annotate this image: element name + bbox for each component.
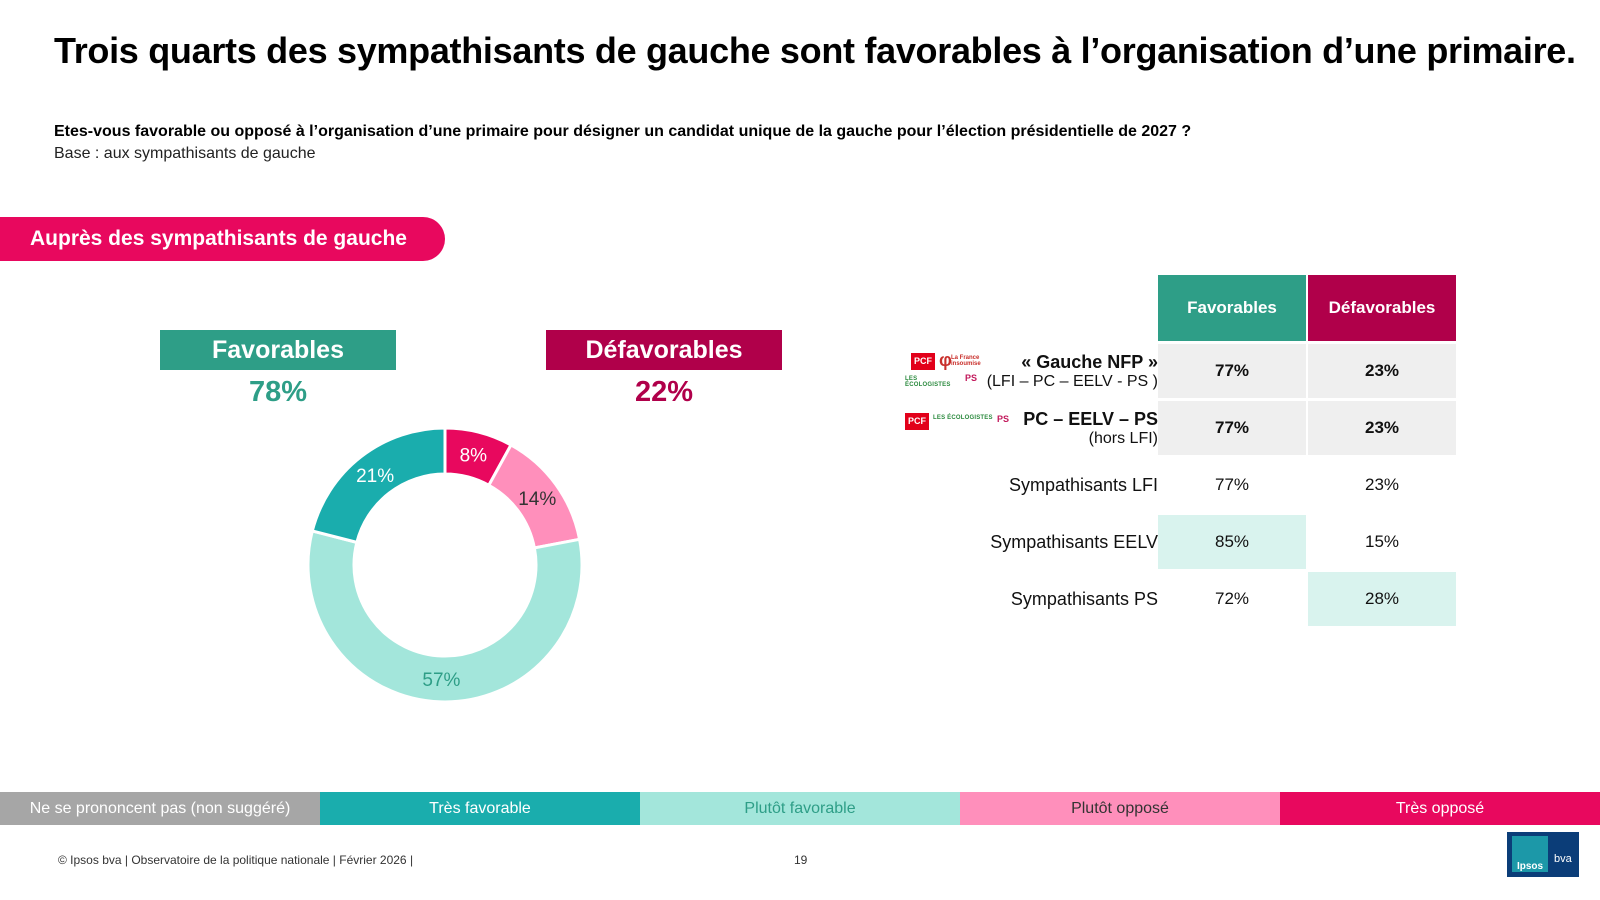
defavorables-header: Défavorables [546, 330, 782, 370]
donut-label-2: 57% [422, 670, 460, 691]
row-label-ps: Sympathisants PS [1010, 589, 1158, 609]
legend-item-tres-oppose: Très opposé [1280, 792, 1600, 825]
cell-pc-eelv-ps-fav: 77% [1158, 401, 1306, 455]
cell-eelv-def: 15% [1364, 532, 1400, 551]
survey-question: Etes-vous favorable ou opposé à l’organi… [54, 123, 1192, 140]
row-label-sub: (hors LFI) [1088, 430, 1158, 447]
legend-item-nsp: Ne se prononcent pas (non suggéré) [0, 792, 320, 825]
brand-ipsos: Ipsos [1512, 836, 1548, 872]
section-tag: Auprès des sympathisants de gauche [0, 217, 445, 261]
cell-ps-fav: 72% [1214, 589, 1250, 608]
pcf-logo: PCF [905, 413, 929, 430]
lfi-logo-text: La France insoumise [951, 355, 981, 367]
ps-logo: PS [997, 414, 1010, 424]
donut-chart: 8% 14% 57% 21% [306, 426, 584, 704]
page-number: 19 [794, 853, 808, 867]
row-nfp-logos: PCF φ La France insoumise LES ÉCOLOGISTE… [905, 351, 985, 391]
legend-label: Plutôt favorable [744, 799, 856, 817]
donut-label-3: 21% [356, 466, 394, 487]
ipsos-bva-logo: Ipsos bva [1507, 832, 1579, 877]
cell-pc-eelv-ps-def: 23% [1308, 401, 1456, 455]
row-label-eelv: Sympathisants EELV [990, 532, 1158, 552]
legend-label: Ne se prononcent pas (non suggéré) [29, 799, 291, 817]
survey-base: Base : aux sympathisants de gauche [54, 145, 316, 162]
brand-bva: bva [1554, 853, 1572, 865]
favorables-header: Favorables [160, 330, 396, 370]
donut-slice-3 [310, 426, 447, 545]
row-label-lfi: Sympathisants LFI [1008, 475, 1158, 495]
legend-bar: Ne se prononcent pas (non suggéré) Très … [0, 792, 1600, 825]
donut-label-1: 14% [518, 489, 556, 510]
row-label-main: PC – EELV – PS [1023, 409, 1158, 429]
defavorables-total: 22% [634, 376, 694, 408]
ecologistes-logo: LES ÉCOLOGISTES [905, 376, 951, 388]
cell-ps-def: 28% [1308, 572, 1456, 626]
legend-item-plutot-favorable: Plutôt favorable [640, 792, 960, 825]
page-title: Trois quarts des sympathisants de gauche… [54, 30, 1576, 71]
row-label-sub: (LFI – PC – EELV - PS ) [986, 373, 1158, 390]
cell-lfi-fav: 77% [1214, 475, 1250, 494]
cell-lfi-def: 23% [1364, 475, 1400, 494]
donut-label-0: 8% [460, 446, 488, 467]
donut-slice-2 [306, 529, 584, 704]
lfi-logo: φ [939, 350, 952, 370]
row-label-nfp: « Gauche NFP » (LFI – PC – EELV - PS ) [987, 352, 1158, 391]
table-header-favorables: Favorables [1158, 275, 1306, 341]
cell-nfp-def: 23% [1308, 344, 1456, 398]
footer-credits: © Ipsos bva | Observatoire de la politiq… [58, 853, 414, 867]
ps-logo: PS [965, 373, 978, 383]
legend-item-tres-favorable: Très favorable [320, 792, 640, 825]
legend-item-plutot-oppose: Plutôt opposé [960, 792, 1280, 825]
cell-nfp-fav: 77% [1158, 344, 1306, 398]
legend-label: Très favorable [429, 799, 531, 817]
legend-label: Très opposé [1395, 799, 1485, 817]
row-label-pc-eelv-ps: PC – EELV – PS (hors LFI) [1023, 409, 1158, 448]
table-header-defavorables: Défavorables [1308, 275, 1456, 341]
ecologistes-logo: LES ÉCOLOGISTES [933, 415, 993, 421]
row-pc-eelv-ps-logos: PCF LES ÉCOLOGISTES PS [905, 411, 1015, 435]
pcf-logo: PCF [911, 353, 935, 370]
row-label-main: « Gauche NFP » [1021, 352, 1158, 372]
legend-label: Plutôt opposé [1071, 799, 1169, 817]
cell-eelv-fav: 85% [1158, 515, 1306, 569]
favorables-total: 78% [248, 376, 308, 408]
